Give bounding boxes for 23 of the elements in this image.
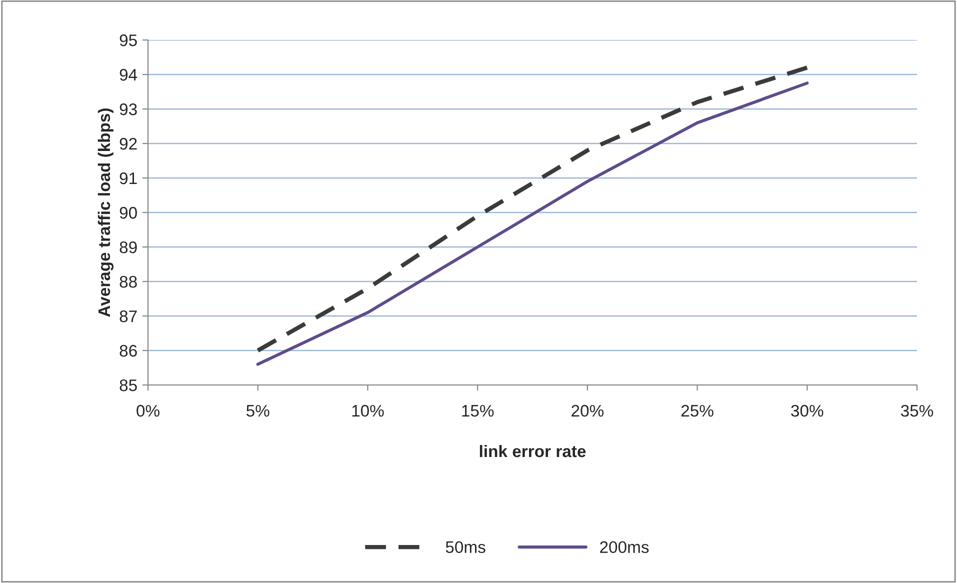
y-tick-label: 91: [120, 172, 137, 184]
y-tick-label: 87: [120, 310, 137, 322]
y-tick-label: 94: [120, 68, 138, 81]
x-tick-label: 5%: [246, 404, 270, 417]
y-axis-title: Average traffic load (kbps): [98, 108, 114, 317]
y-tick-label: 89: [120, 241, 137, 254]
x-tick-label: 0%: [136, 404, 160, 417]
x-tick-label: 25%: [681, 404, 714, 417]
x-axis-title: link error rate: [480, 444, 586, 458]
x-tick-label: 35%: [900, 404, 934, 417]
y-tick-label: 93: [120, 103, 137, 116]
x-tick-label: 15%: [462, 404, 494, 417]
legend-label: 50ms: [446, 541, 486, 554]
x-tick-label: 10%: [352, 404, 384, 417]
legend-label: 200ms: [600, 541, 649, 554]
y-tick-label: 90: [120, 206, 137, 219]
y-tick-label: 92: [120, 138, 137, 150]
y-tick-label: 85: [120, 379, 137, 392]
y-tick-label: 86: [120, 344, 137, 357]
x-tick-label: 30%: [791, 404, 824, 417]
x-tick-label: 20%: [572, 404, 604, 417]
y-tick-label: 95: [120, 34, 137, 46]
y-tick-label: 88: [120, 276, 137, 288]
